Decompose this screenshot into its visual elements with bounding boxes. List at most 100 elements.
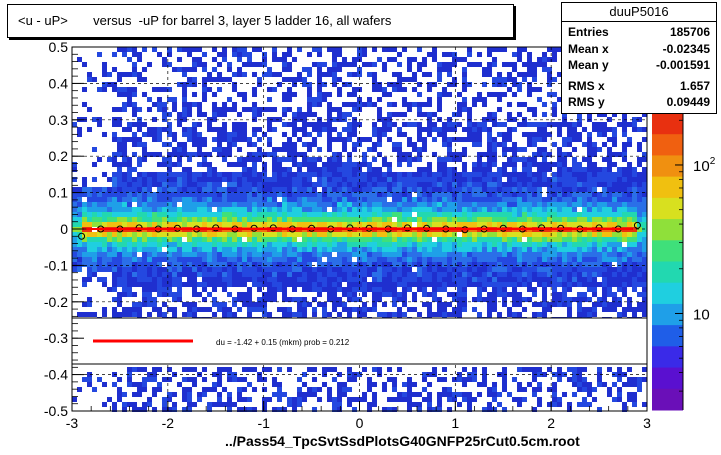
heatmap-cell <box>272 87 277 92</box>
heatmap-cell <box>297 397 302 402</box>
heatmap-cell <box>452 52 457 57</box>
heatmap-cell <box>472 172 477 177</box>
heatmap-cell <box>242 377 247 382</box>
heatmap-cell <box>377 192 382 197</box>
heatmap-cell <box>112 222 117 227</box>
heatmap-cell <box>512 272 517 277</box>
heatmap-cell <box>107 232 112 237</box>
heatmap-cell <box>197 112 202 117</box>
heatmap-cell <box>422 112 427 117</box>
heatmap-cell <box>537 262 542 267</box>
heatmap-cell <box>392 112 397 117</box>
heatmap-cell <box>497 247 502 252</box>
heatmap-cell <box>607 302 612 307</box>
heatmap-cell <box>147 197 152 202</box>
heatmap-cell <box>217 237 222 242</box>
heatmap-cell <box>397 252 402 257</box>
heatmap-cell <box>512 252 517 257</box>
heatmap-cell <box>232 252 237 257</box>
heatmap-cell <box>357 252 362 257</box>
heatmap-cell <box>252 262 257 267</box>
heatmap-cell <box>112 297 117 302</box>
heatmap-cell <box>397 87 402 92</box>
heatmap-cell <box>202 97 207 102</box>
heatmap-cell <box>197 262 202 267</box>
heatmap-cell <box>542 257 547 262</box>
heatmap-cell <box>227 62 232 67</box>
heatmap-cell <box>257 257 262 262</box>
heatmap-cell <box>492 92 497 97</box>
heatmap-cell <box>157 197 162 202</box>
heatmap-cell <box>312 172 317 177</box>
heatmap-cell <box>382 292 387 297</box>
heatmap-cell <box>362 207 367 212</box>
heatmap-cell <box>452 197 457 202</box>
heatmap-cell <box>392 312 397 317</box>
heatmap-cell <box>527 182 532 187</box>
heatmap-cell <box>327 72 332 77</box>
heatmap-cell <box>592 122 597 127</box>
heatmap-cell <box>437 217 442 222</box>
heatmap-cell <box>132 217 137 222</box>
heatmap-cell <box>407 307 412 312</box>
heatmap-cell <box>257 112 262 117</box>
heatmap-cell <box>427 307 432 312</box>
heatmap-cell <box>147 402 152 407</box>
heatmap-cell <box>567 187 572 192</box>
heatmap-cell <box>317 262 322 267</box>
heatmap-cell <box>287 257 292 262</box>
heatmap-cell <box>452 307 457 312</box>
heatmap-cell <box>177 152 182 157</box>
heatmap-cell <box>412 122 417 127</box>
heatmap-cell <box>262 212 267 217</box>
heatmap-cell <box>197 217 202 222</box>
heatmap-cell <box>202 87 207 92</box>
heatmap-cell <box>457 292 462 297</box>
heatmap-cell <box>487 202 492 207</box>
heatmap-cell <box>412 382 417 387</box>
heatmap-cell <box>442 92 447 97</box>
heatmap-cell <box>167 202 172 207</box>
heatmap-cell <box>637 232 642 237</box>
heatmap-cell <box>122 87 127 92</box>
heatmap-cell <box>527 232 532 237</box>
heatmap-cell <box>487 112 492 117</box>
heatmap-cell <box>137 202 142 207</box>
heatmap-cell <box>222 237 227 242</box>
heatmap-cell <box>162 87 167 92</box>
heatmap-cell <box>407 387 412 392</box>
heatmap-cell <box>167 367 172 372</box>
heatmap-cell <box>617 202 622 207</box>
heatmap-cell <box>442 232 447 237</box>
heatmap-cell <box>567 167 572 172</box>
heatmap-cell <box>492 162 497 167</box>
heatmap-cell <box>557 257 562 262</box>
heatmap-cell <box>292 127 297 132</box>
heatmap-cell <box>637 257 642 262</box>
heatmap-cell <box>232 82 237 87</box>
heatmap-cell <box>627 192 632 197</box>
heatmap-cell <box>537 197 542 202</box>
heatmap-cell <box>482 257 487 262</box>
heatmap-cell <box>217 137 222 142</box>
heatmap-cell <box>642 172 647 177</box>
heatmap-cell <box>167 47 172 52</box>
heatmap-cell <box>527 272 532 277</box>
heatmap-cell <box>287 192 292 197</box>
heatmap-cell <box>607 182 612 187</box>
heatmap-cell <box>252 367 257 372</box>
heatmap-cell <box>462 167 467 172</box>
heatmap-cell <box>612 252 617 257</box>
heatmap-cell <box>122 192 127 197</box>
heatmap-cell <box>322 192 327 197</box>
heatmap-cell <box>457 297 462 302</box>
heatmap-cell <box>312 237 317 242</box>
heatmap-cell <box>507 252 512 257</box>
heatmap-cell <box>577 132 582 137</box>
heatmap-cell <box>257 192 262 197</box>
heatmap-cell <box>337 197 342 202</box>
heatmap-cell <box>417 207 422 212</box>
heatmap-cell <box>267 222 272 227</box>
heatmap-cell <box>162 57 167 62</box>
heatmap-cell <box>462 212 467 217</box>
